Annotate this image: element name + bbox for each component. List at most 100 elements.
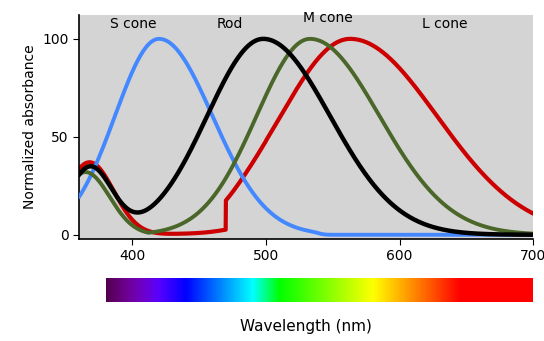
Bar	[401, 278, 402, 302]
Bar	[378, 278, 379, 302]
Bar	[375, 278, 376, 302]
Bar	[427, 278, 428, 302]
Bar	[207, 278, 208, 302]
Bar	[330, 278, 331, 302]
Bar	[137, 278, 138, 302]
Bar	[120, 278, 121, 302]
Bar	[243, 278, 244, 302]
Bar	[164, 278, 165, 302]
Bar	[484, 278, 485, 302]
Bar	[517, 278, 518, 302]
Bar	[402, 278, 403, 302]
Bar	[373, 278, 374, 302]
Bar	[159, 278, 160, 302]
Bar	[394, 278, 395, 302]
Bar	[288, 278, 289, 302]
Bar	[192, 278, 193, 302]
Bar	[321, 278, 322, 302]
Bar	[245, 278, 246, 302]
Bar	[124, 278, 125, 302]
Bar	[342, 278, 343, 302]
Bar	[381, 278, 382, 302]
Bar	[172, 278, 174, 302]
Bar	[418, 278, 419, 302]
Bar	[526, 278, 527, 302]
Bar	[235, 278, 236, 302]
Bar	[187, 278, 188, 302]
Bar	[511, 278, 512, 302]
Bar	[509, 278, 510, 302]
Bar	[503, 278, 504, 302]
Bar	[491, 278, 492, 302]
Bar	[467, 278, 468, 302]
Bar	[520, 278, 521, 302]
Bar	[249, 278, 250, 302]
Bar	[395, 278, 396, 302]
Bar	[406, 278, 407, 302]
Bar	[180, 278, 181, 302]
Bar	[181, 278, 182, 302]
Bar	[267, 278, 268, 302]
Bar	[248, 278, 249, 302]
Bar	[529, 278, 530, 302]
Bar	[452, 278, 453, 302]
Bar	[234, 278, 235, 302]
Bar	[363, 278, 364, 302]
Bar	[290, 278, 291, 302]
Y-axis label: Normalized absorbance: Normalized absorbance	[22, 45, 36, 209]
Bar	[410, 278, 411, 302]
Bar	[259, 278, 260, 302]
Bar	[371, 278, 372, 302]
Bar	[217, 278, 218, 302]
Bar	[354, 278, 355, 302]
Bar	[241, 278, 242, 302]
Bar	[344, 278, 345, 302]
Bar	[107, 278, 108, 302]
Bar	[283, 278, 284, 302]
Bar	[453, 278, 454, 302]
Bar	[368, 278, 369, 302]
Bar	[349, 278, 350, 302]
Bar	[380, 278, 381, 302]
Bar	[498, 278, 499, 302]
Text: M cone: M cone	[304, 11, 353, 25]
Bar	[385, 278, 386, 302]
Bar	[326, 278, 327, 302]
Bar	[147, 278, 148, 302]
Bar	[139, 278, 140, 302]
Bar	[473, 278, 474, 302]
Bar	[252, 278, 254, 302]
Bar	[153, 278, 154, 302]
Bar	[417, 278, 418, 302]
Bar	[263, 278, 264, 302]
Bar	[314, 278, 315, 302]
Bar	[479, 278, 480, 302]
Bar	[489, 278, 490, 302]
Bar	[404, 278, 405, 302]
Bar	[138, 278, 139, 302]
Bar	[145, 278, 146, 302]
Bar	[275, 278, 276, 302]
Bar	[194, 278, 195, 302]
Bar	[208, 278, 209, 302]
Bar	[358, 278, 359, 302]
Text: L cone: L cone	[422, 17, 468, 31]
Bar	[430, 278, 431, 302]
Bar	[387, 278, 388, 302]
Bar	[353, 278, 354, 302]
Bar	[222, 278, 224, 302]
Bar	[441, 278, 442, 302]
Bar	[232, 278, 233, 302]
Bar	[312, 278, 313, 302]
Bar	[323, 278, 324, 302]
Bar	[191, 278, 192, 302]
Bar	[469, 278, 471, 302]
Bar	[311, 278, 312, 302]
Bar	[122, 278, 123, 302]
Bar	[472, 278, 473, 302]
Bar	[286, 278, 287, 302]
Bar	[114, 278, 115, 302]
Bar	[231, 278, 232, 302]
Bar	[415, 278, 416, 302]
Bar	[327, 278, 328, 302]
